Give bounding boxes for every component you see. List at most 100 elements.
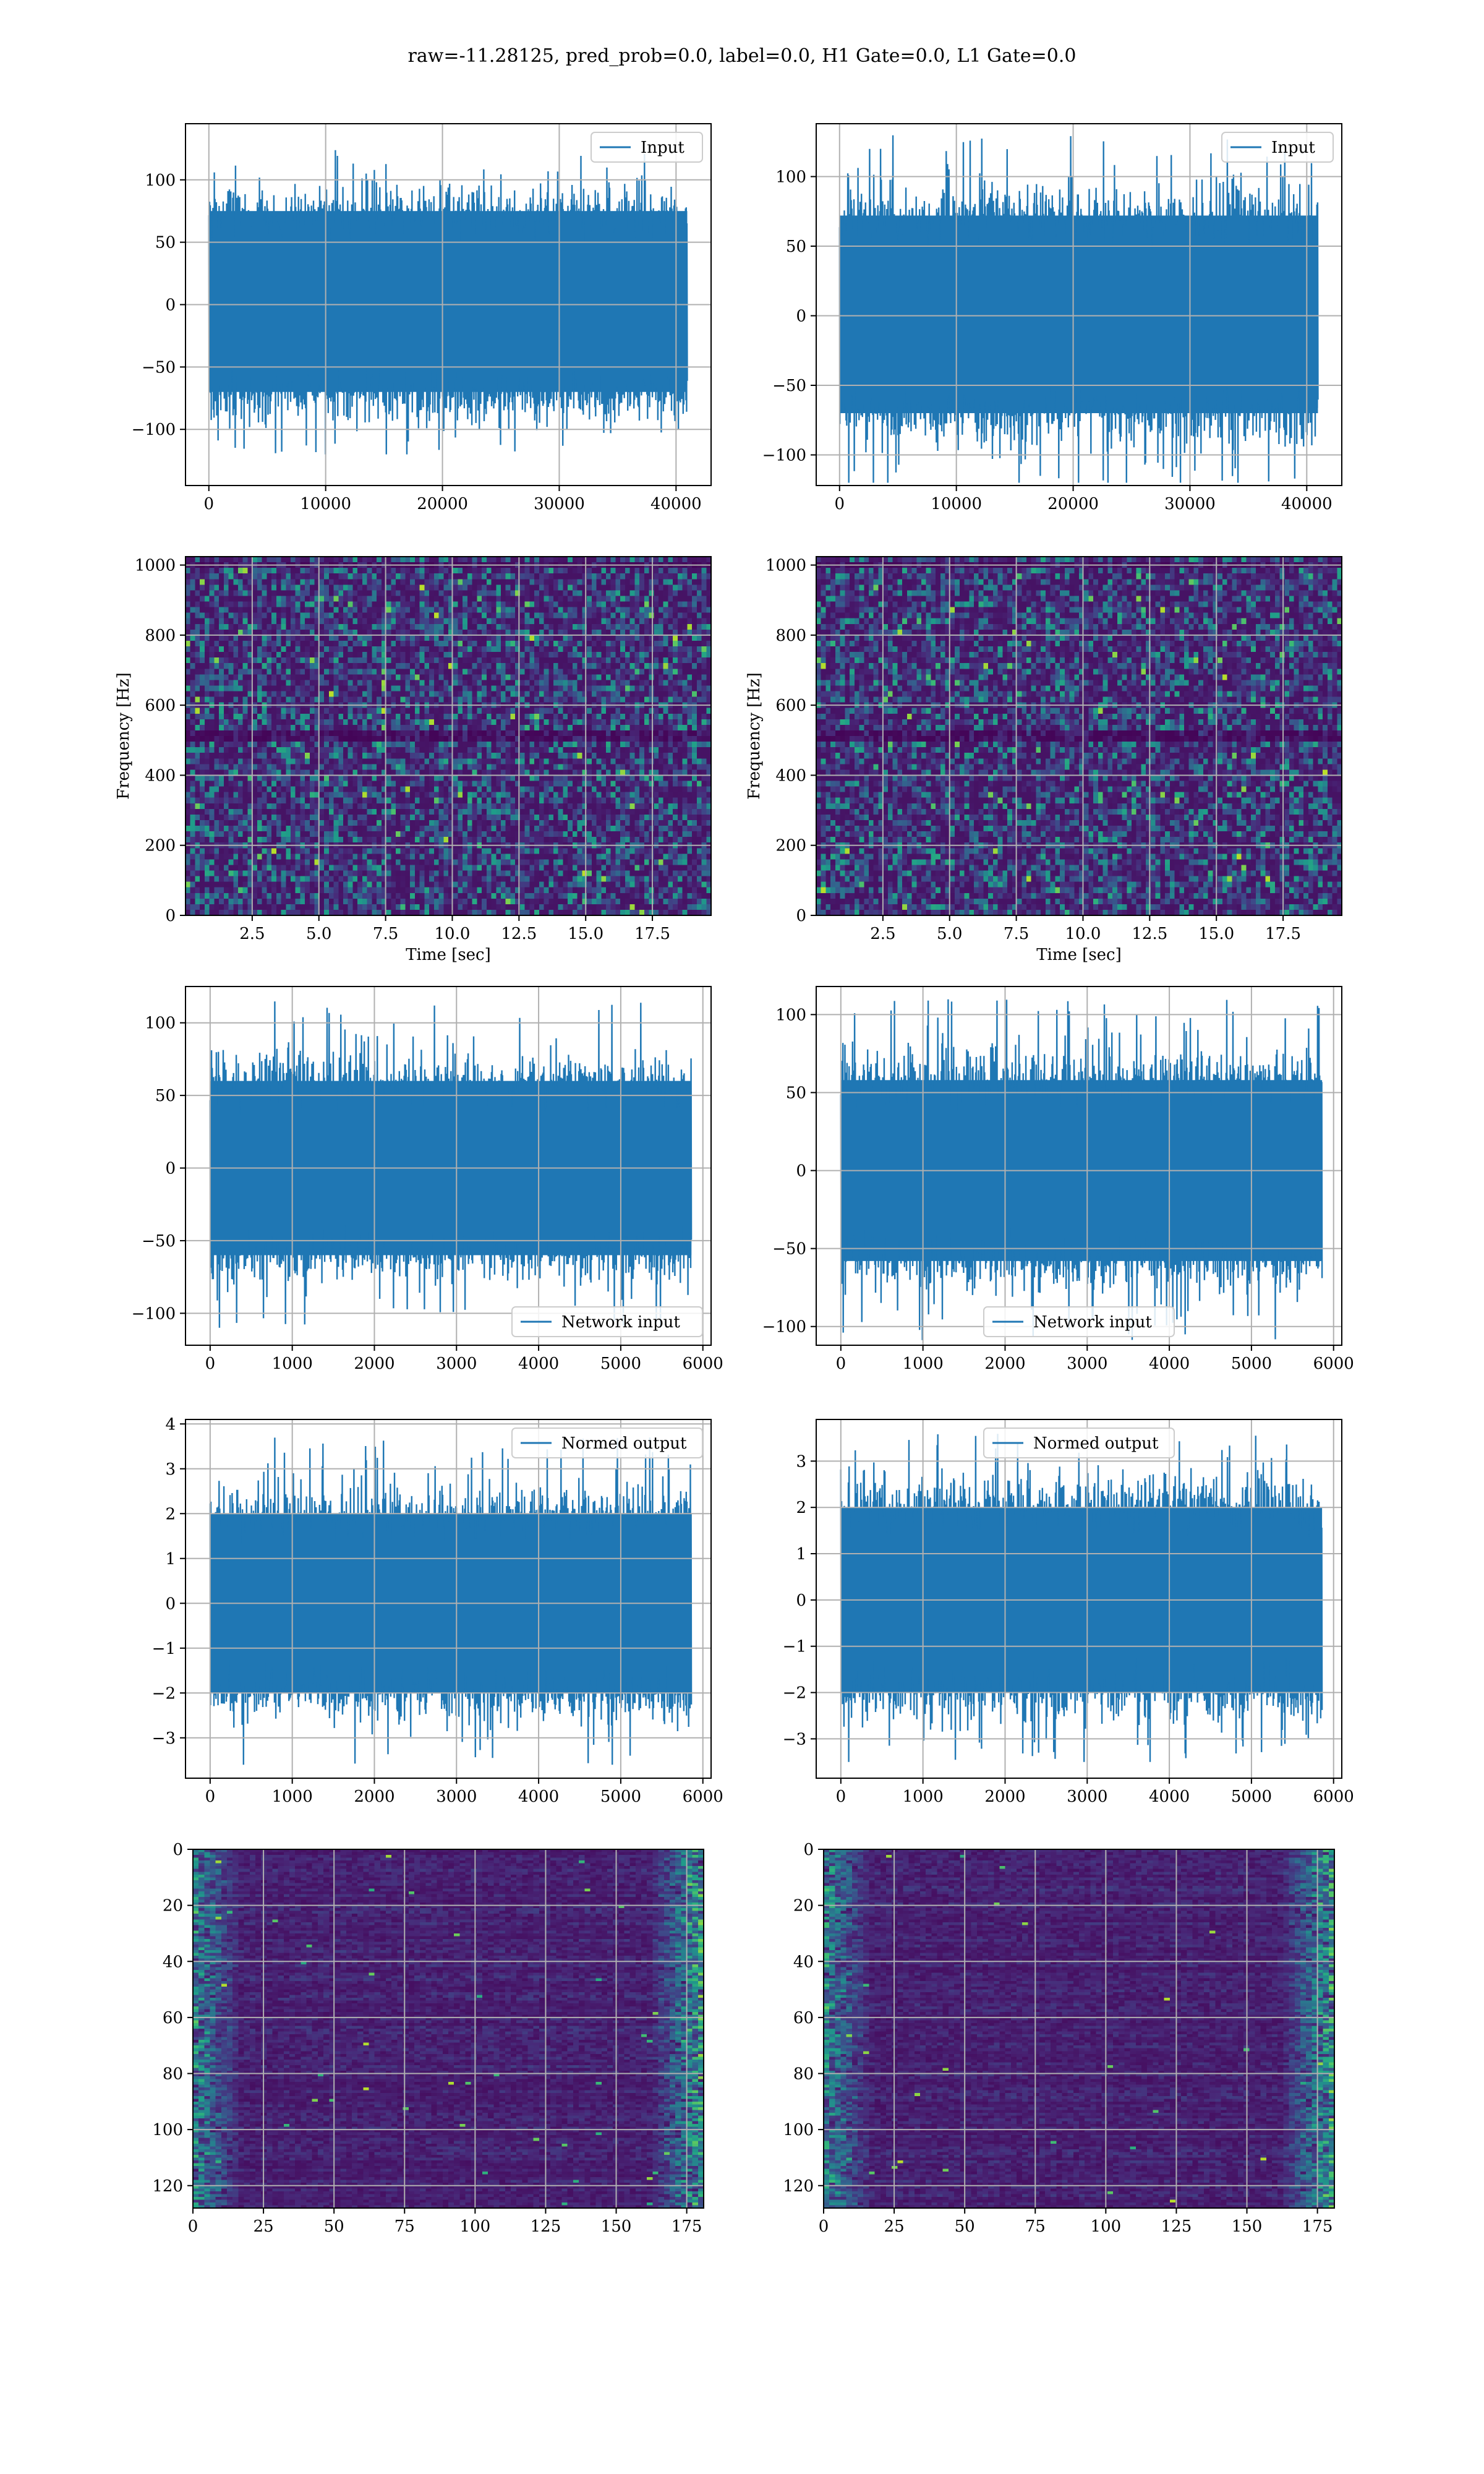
legend-box xyxy=(1221,132,1334,163)
axes-frame xyxy=(192,1849,704,2209)
series-line xyxy=(209,1001,693,1328)
y-tick-label: 2 xyxy=(796,1499,806,1517)
y-tick-label: −2 xyxy=(783,1684,806,1703)
figure-suptitle: raw=-11.28125, pred_prob=0.0, label=0.0,… xyxy=(408,45,1077,67)
y-tick-label: 100 xyxy=(783,2121,814,2139)
x-tick-label: 10000 xyxy=(931,495,982,513)
y-tick-label: 1000 xyxy=(765,557,806,575)
legend-box xyxy=(511,1306,703,1337)
y-tick-label: 0 xyxy=(796,1162,806,1181)
y-tick-label: 200 xyxy=(775,837,806,855)
y-tick-label: −100 xyxy=(132,1304,176,1323)
x-tick-label: 4000 xyxy=(518,1787,559,1806)
x-tick-label: 2000 xyxy=(354,1355,394,1373)
x-tick-label: 175 xyxy=(672,2217,702,2236)
y-tick-label: 100 xyxy=(152,2121,183,2139)
y-tick-label: 400 xyxy=(775,766,806,785)
legend-label: Normed output xyxy=(1033,1434,1159,1453)
y-tick-label: 60 xyxy=(163,2009,183,2027)
legend: Input xyxy=(591,132,703,163)
y-tick-label: 0 xyxy=(796,307,806,326)
y-tick-label: 600 xyxy=(775,696,806,715)
y-tick-label: 0 xyxy=(803,1841,814,1859)
series-line xyxy=(840,1434,1323,1762)
x-tick-label: 1000 xyxy=(903,1787,944,1806)
x-axis-label: Time [sec] xyxy=(1036,946,1122,964)
y-tick-label: 100 xyxy=(145,1014,176,1033)
y-tick-label: 100 xyxy=(145,171,176,190)
series-line xyxy=(209,1437,693,1765)
legend: Normed output xyxy=(511,1427,703,1458)
y-tick-label: 0 xyxy=(165,1594,176,1613)
y-tick-label: 3 xyxy=(165,1460,176,1479)
y-tick-label: 40 xyxy=(163,1953,183,1971)
plot-area xyxy=(816,124,1342,486)
y-axis-label: Frequency [Hz] xyxy=(114,672,133,800)
x-tick-label: 30000 xyxy=(534,495,585,513)
plot-area xyxy=(816,557,1342,915)
x-tick-label: 3000 xyxy=(1067,1787,1107,1806)
x-tick-label: 3000 xyxy=(436,1787,477,1806)
y-tick-label: 1 xyxy=(796,1545,806,1564)
x-tick-label: 125 xyxy=(1161,2217,1192,2236)
y-tick-label: −2 xyxy=(152,1684,176,1703)
legend-label: Input xyxy=(641,139,684,157)
x-tick-label: 0 xyxy=(835,495,845,513)
legend-box xyxy=(591,132,703,163)
x-tick-label: 2000 xyxy=(354,1787,394,1806)
subplot-input-l1: 0 10000 20000 30000 40000 −100 −50 0 50 100 Input xyxy=(762,123,1342,513)
legend: Network input xyxy=(983,1306,1175,1337)
x-tick-label: 10.0 xyxy=(1065,925,1101,943)
axes-frame xyxy=(185,556,712,916)
y-tick-label: −50 xyxy=(142,1232,176,1251)
x-tick-label: 0 xyxy=(205,1787,216,1806)
x-tick-label: 1000 xyxy=(903,1355,944,1373)
y-tick-label: −100 xyxy=(762,1318,806,1337)
x-tick-label: 7.5 xyxy=(1004,925,1029,943)
x-tick-label: 20000 xyxy=(417,495,468,513)
plot-area xyxy=(193,1849,704,2208)
y-tick-label: 80 xyxy=(163,2065,183,2084)
x-tick-label: 40000 xyxy=(650,495,702,513)
y-tick-label: 50 xyxy=(155,234,176,252)
subplot-normed-output-h1: 0 1000 2000 3000 4000 5000 6000 −3 −2 −1 0 1 2 3 4 Norm… xyxy=(152,1415,723,1806)
y-tick-label: 400 xyxy=(145,766,176,785)
x-tick-label: 5000 xyxy=(600,1355,641,1373)
axes-frame xyxy=(816,123,1342,486)
x-tick-label: 5000 xyxy=(600,1787,641,1806)
plot-area xyxy=(816,987,1342,1345)
y-tick-label: 120 xyxy=(152,2177,183,2196)
y-tick-label: 0 xyxy=(796,1591,806,1610)
y-tick-label: 0 xyxy=(173,1841,183,1859)
subplot-feature-map-h1: 0 25 50 75 100 125 150 175 0 20 40 60 80 100 120 xyxy=(152,1841,704,2236)
subplot-network-input-h1: 0 1000 2000 3000 4000 5000 6000 −100 −50 0 50 100 Ne… xyxy=(132,986,723,1373)
y-tick-label: 40 xyxy=(793,1953,814,1971)
y-tick-label: −3 xyxy=(783,1730,806,1748)
x-tick-label: 12.5 xyxy=(501,925,537,943)
y-tick-label: 50 xyxy=(786,238,806,256)
x-tick-label: 4000 xyxy=(1149,1355,1190,1373)
y-tick-label: 1000 xyxy=(135,557,176,575)
legend-label: Network input xyxy=(561,1313,680,1332)
y-tick-label: 120 xyxy=(783,2177,814,2196)
x-tick-label: 2.5 xyxy=(239,925,265,943)
x-tick-label: 5000 xyxy=(1231,1787,1272,1806)
y-tick-label: 3 xyxy=(796,1452,806,1471)
axes-frame xyxy=(816,1419,1342,1779)
series-line xyxy=(838,135,1319,483)
x-tick-label: 100 xyxy=(460,2217,491,2236)
x-tick-label: 0 xyxy=(836,1355,846,1373)
legend: Network input xyxy=(511,1306,703,1337)
x-tick-label: 40000 xyxy=(1281,495,1333,513)
axes-frame xyxy=(185,986,712,1346)
x-tick-label: 1000 xyxy=(272,1787,313,1806)
y-tick-label: 0 xyxy=(796,907,806,925)
y-tick-label: −1 xyxy=(152,1640,176,1658)
subplot-feature-map-l1: 0 25 50 75 100 125 150 175 0 20 40 60 80 100 120 xyxy=(783,1841,1335,2236)
y-tick-label: −50 xyxy=(772,1240,806,1259)
x-tick-label: 75 xyxy=(394,2217,415,2236)
legend: Input xyxy=(1221,132,1334,163)
y-tick-label: 2 xyxy=(165,1505,176,1523)
x-tick-label: 3000 xyxy=(436,1355,477,1373)
